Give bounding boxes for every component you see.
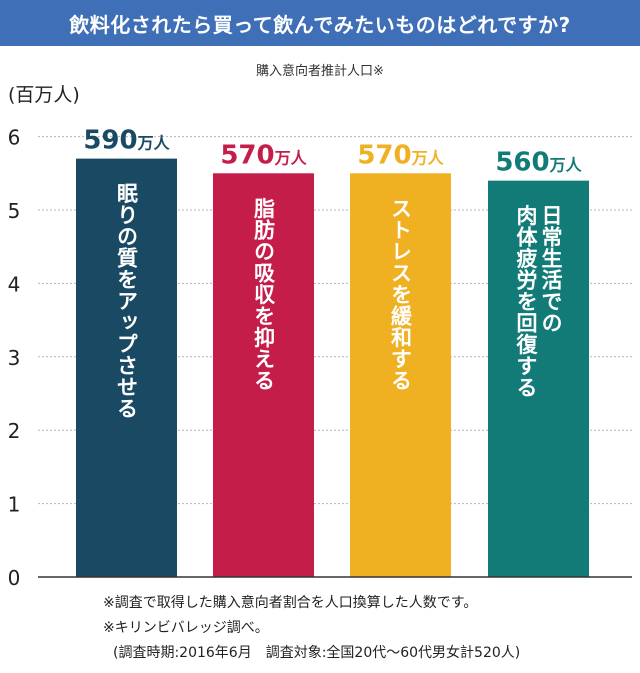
data-label: 570万人: [220, 140, 307, 170]
bar: [350, 173, 451, 578]
footnote-3: (調査時期:2016年6月 調査対象:全国20代〜60代男女計520人): [113, 645, 521, 661]
footnote-2: ※キリンビバレッジ調べ。: [103, 620, 269, 636]
footnotes: ※調査で取得した購入意向者割合を人口換算した人数です。 ※キリンビバレッジ調べ。…: [103, 591, 633, 666]
data-label: 560万人: [495, 148, 582, 178]
bar-category-label: 日常生活での: [539, 205, 563, 334]
chart-subtitle: 購入意向者推計人口※: [256, 64, 384, 79]
y-tick-label: 5: [8, 199, 21, 223]
bar-category-label: ストレスを緩和する: [389, 197, 413, 390]
bar: [488, 180, 589, 577]
bar-category-label: 肉体疲労を回復する: [514, 205, 539, 399]
footnote-1: ※調査で取得した購入意向者割合を人口換算した人数です。: [103, 595, 478, 611]
y-tick-label: 0: [8, 566, 21, 590]
y-tick-label: 1: [8, 493, 21, 517]
data-label: 590万人: [83, 126, 170, 156]
bar-category-label: 脂肪の吸収を抑える: [252, 197, 276, 390]
y-tick-label: 6: [8, 126, 21, 150]
y-axis-label: (百万人): [8, 84, 80, 106]
y-tick-label: 3: [8, 346, 21, 370]
data-label: 570万人: [357, 140, 444, 170]
chart-title: 飲料化されたら買って飲んでみたいものはどれですか?: [0, 0, 640, 46]
bar-category-label: 眠りの質をアップさせる: [115, 183, 139, 420]
y-tick-label: 4: [8, 272, 21, 296]
bar: [76, 158, 177, 577]
y-tick-label: 2: [8, 419, 21, 443]
bar: [213, 173, 314, 578]
